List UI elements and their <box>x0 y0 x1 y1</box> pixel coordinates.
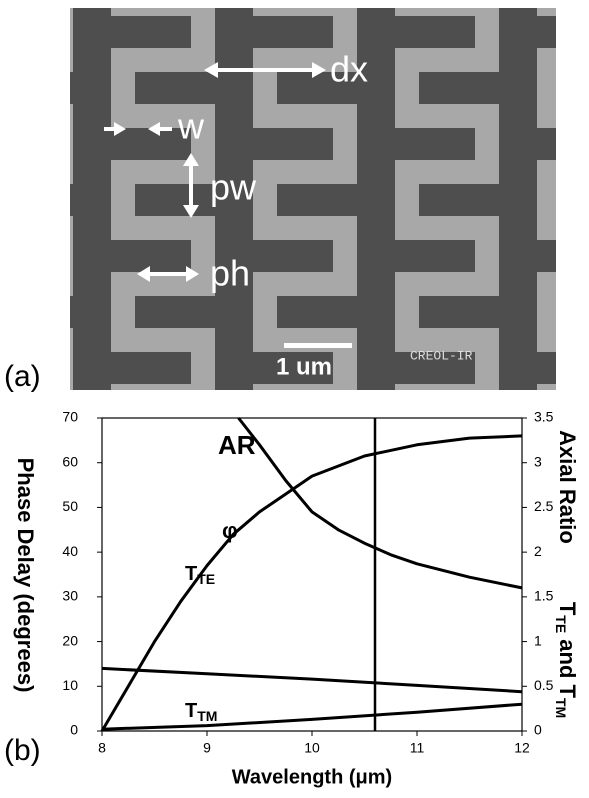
series-label: AR <box>218 430 256 460</box>
y2-tick-label: 1 <box>534 632 542 648</box>
y-tick-label: 40 <box>62 543 78 559</box>
y-tick-label: 70 <box>62 409 78 425</box>
panel-label: (a) <box>4 360 41 393</box>
y2-tick-label: 0.5 <box>534 677 554 693</box>
label-part: and T <box>555 633 580 698</box>
y-tick-label: 30 <box>62 588 78 604</box>
y-tick-label: 60 <box>62 453 78 469</box>
y2-axis-label: Axial Ratio <box>555 430 580 544</box>
y2-tick-label: 3 <box>534 453 542 469</box>
y-tick-label: 0 <box>70 722 78 738</box>
series-line <box>102 704 522 729</box>
x-tick-label: 10 <box>304 740 320 756</box>
y2-axis-label: TTE and TTM <box>553 602 580 718</box>
y-axis-label: Phase Delay (degrees) <box>13 458 38 693</box>
panel-label: (b) <box>4 734 41 767</box>
y-tick-label: 50 <box>62 498 78 514</box>
watermark: CREOL-IR <box>410 348 473 363</box>
y2-tick-label: 2.5 <box>534 498 554 514</box>
series-line <box>239 418 523 588</box>
y2-tick-label: 2 <box>534 543 542 559</box>
series-label: TTE <box>185 563 215 586</box>
label-part: TM <box>553 698 569 718</box>
annotation: w <box>177 106 205 147</box>
annotation: dx <box>330 49 368 90</box>
series-label: φ <box>222 518 238 543</box>
series-line <box>102 668 522 691</box>
label-part: AR <box>218 430 256 460</box>
x-tick-label: 11 <box>410 740 425 756</box>
y2-tick-label: 3.5 <box>534 409 554 425</box>
series-label: TTM <box>185 700 217 723</box>
x-tick-label: 12 <box>514 740 530 756</box>
x-tick-label: 9 <box>203 740 211 756</box>
label-part: φ <box>222 518 238 543</box>
label-part: TE <box>553 615 569 633</box>
x-tick-label: 8 <box>98 740 106 756</box>
annotation: pw <box>210 167 257 208</box>
label-part: T <box>185 700 197 722</box>
y-tick-label: 10 <box>62 677 78 693</box>
scale-bar-label: 1 um <box>276 353 332 380</box>
label-part: TM <box>197 708 217 724</box>
y2-tick-label: 0 <box>534 722 542 738</box>
label-part: TE <box>197 571 215 587</box>
page: dx w pw ph 1 um CREOL-IR (a) (b) Wavelen… <box>0 0 589 793</box>
y-tick-label: 20 <box>62 632 78 648</box>
annotation: ph <box>210 253 250 294</box>
label-part: T <box>185 563 197 585</box>
label-part: T <box>555 602 580 616</box>
y2-tick-label: 1.5 <box>534 588 554 604</box>
x-axis-label: Wavelength (μm) <box>232 766 392 788</box>
sem-image: dx w pw ph 1 um CREOL-IR <box>70 8 556 390</box>
figure: dx w pw ph 1 um CREOL-IR (a) (b) Wavelen… <box>0 0 589 793</box>
